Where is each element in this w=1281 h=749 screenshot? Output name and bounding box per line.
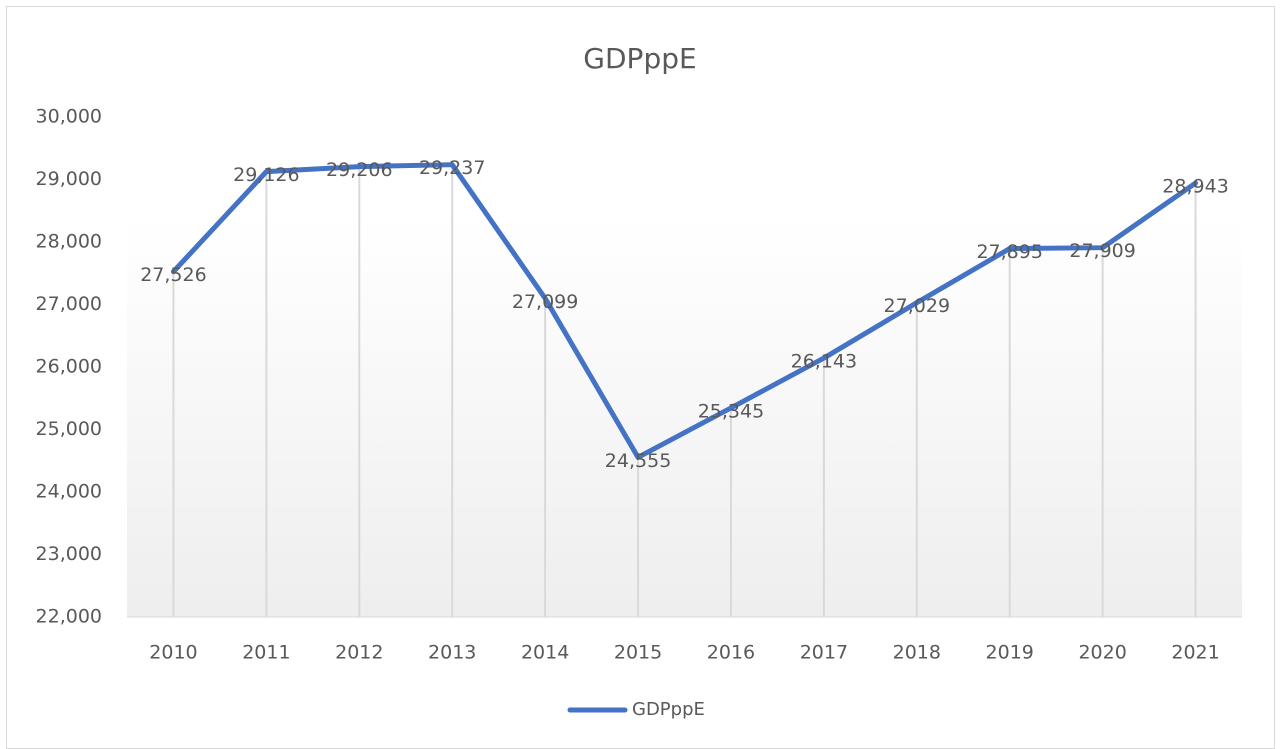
data-label: 25,345: [698, 400, 764, 422]
y-tick-label: 29,000: [36, 168, 102, 190]
plot-area: [127, 117, 1242, 617]
data-label: 29,126: [233, 164, 299, 186]
x-tick-label: 2014: [521, 642, 569, 664]
data-label: 29,237: [419, 157, 485, 179]
x-tick-label: 2019: [986, 642, 1034, 664]
x-tick-label: 2016: [707, 642, 755, 664]
y-tick-label: 22,000: [36, 606, 102, 628]
x-tick-label: 2018: [893, 642, 941, 664]
y-tick-label: 23,000: [36, 543, 102, 565]
y-tick-label: 25,000: [36, 418, 102, 440]
x-tick-label: 2021: [1171, 642, 1219, 664]
data-label: 27,909: [1069, 240, 1135, 262]
series-line: [170, 162, 1199, 460]
y-tick-label: 30,000: [36, 106, 102, 128]
x-tick-label: 2010: [149, 642, 197, 664]
y-tick-label: 27,000: [36, 293, 102, 315]
x-tick-label: 2011: [242, 642, 290, 664]
legend-label: GDPppE: [632, 699, 705, 720]
x-tick-label: 2020: [1078, 642, 1126, 664]
x-tick-label: 2015: [614, 642, 662, 664]
data-label: 27,029: [884, 295, 950, 317]
chart-title: GDPppE: [583, 42, 696, 75]
y-tick-label: 24,000: [36, 481, 102, 503]
data-label: 27,895: [976, 241, 1042, 263]
x-tick-label: 2017: [800, 642, 848, 664]
data-label: 27,099: [512, 291, 578, 313]
data-label: 24,555: [605, 450, 671, 472]
data-label: 27,526: [140, 264, 206, 286]
y-tick-label: 26,000: [36, 356, 102, 378]
data-label: 26,143: [791, 351, 857, 373]
x-tick-label: 2012: [335, 642, 383, 664]
data-label: 28,943: [1162, 176, 1228, 198]
x-tick-label: 2013: [428, 642, 476, 664]
y-tick-label: 28,000: [36, 231, 102, 253]
data-label: 29,206: [326, 159, 392, 181]
